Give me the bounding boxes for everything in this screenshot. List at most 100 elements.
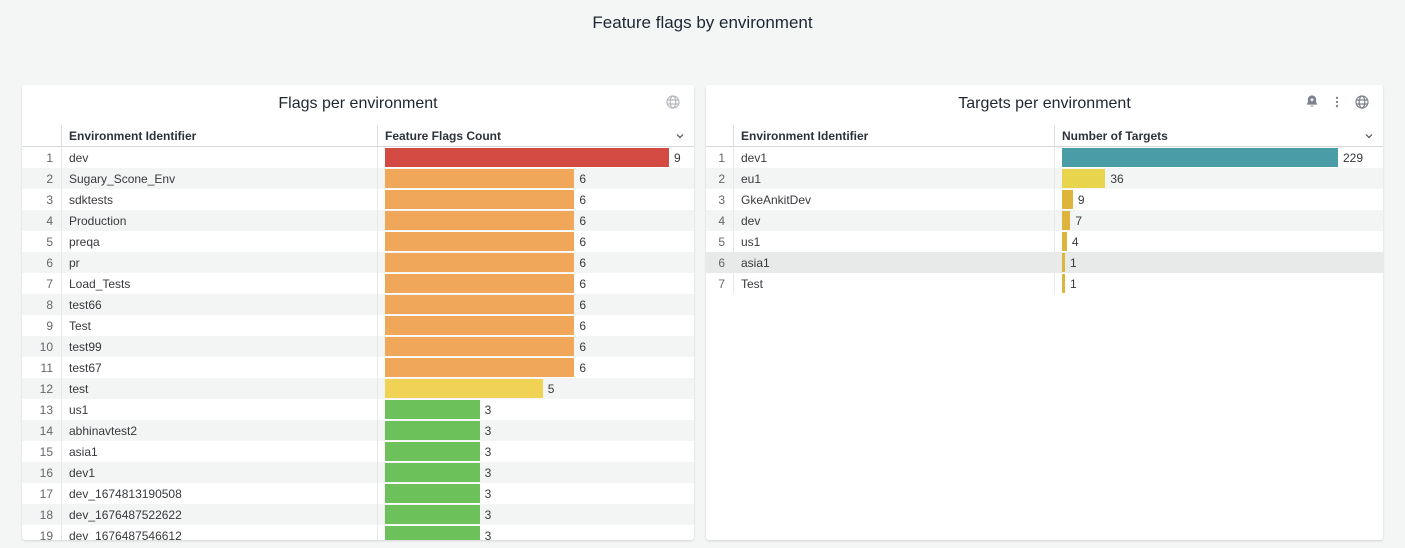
value-bar — [1062, 232, 1067, 251]
column-header-environment-identifier[interactable]: Environment Identifier — [62, 125, 378, 146]
panel-icon-bar — [665, 94, 681, 110]
row-number: 7 — [22, 273, 62, 294]
bar-cell: 6 — [378, 315, 694, 336]
value-bar — [385, 421, 480, 440]
value-label: 6 — [579, 192, 587, 207]
panel-title[interactable]: Targets per environment — [958, 95, 1131, 112]
row-number: 2 — [706, 168, 734, 189]
value-label: 7 — [1075, 213, 1083, 228]
table-row: 19 dev_1676487546612 3 — [22, 525, 694, 540]
value-label: 6 — [579, 171, 587, 186]
value-bar — [1062, 148, 1338, 167]
row-number: 1 — [706, 147, 734, 168]
row-number-column-header — [706, 125, 734, 146]
environment-name: test67 — [62, 357, 378, 378]
column-header-row: Environment Identifier Number of Targets — [706, 125, 1383, 147]
row-number: 10 — [22, 336, 62, 357]
row-number: 2 — [22, 168, 62, 189]
row-number: 5 — [22, 231, 62, 252]
row-number: 13 — [22, 399, 62, 420]
value-label: 36 — [1110, 171, 1124, 186]
bar-cell: 9 — [1055, 189, 1383, 210]
environment-name: dev_1676487546612 — [62, 525, 378, 540]
value-label: 6 — [579, 234, 587, 249]
bar-cell: 6 — [378, 252, 694, 273]
table-row: 2 Sugary_Scone_Env 6 — [22, 168, 694, 189]
value-label: 6 — [579, 318, 587, 333]
bar-cell: 1 — [1055, 273, 1383, 294]
bar-cell: 6 — [378, 231, 694, 252]
bar-cell: 6 — [378, 168, 694, 189]
panel-header: Targets per environment — [706, 85, 1383, 125]
table-row: 11 test67 6 — [22, 357, 694, 378]
bar-cell: 9 — [378, 147, 694, 168]
chevron-down-icon[interactable] — [674, 130, 686, 142]
environment-name: Production — [62, 210, 378, 231]
value-bar — [385, 379, 543, 398]
environment-name: sdktests — [62, 189, 378, 210]
table-row: 7 Test 1 — [706, 273, 1383, 294]
table-row: 9 Test 6 — [22, 315, 694, 336]
environment-name: us1 — [734, 231, 1055, 252]
table-row: 14 abhinavtest2 3 — [22, 420, 694, 441]
panel-title[interactable]: Flags per environment — [278, 95, 438, 112]
row-number: 3 — [706, 189, 734, 210]
panel-targets-per-environment: Targets per environment — [706, 85, 1383, 540]
globe-icon[interactable] — [1354, 94, 1370, 110]
value-label: 6 — [579, 297, 587, 312]
row-number: 19 — [22, 525, 62, 540]
table-row: 13 us1 3 — [22, 399, 694, 420]
bar-cell: 4 — [1055, 231, 1383, 252]
kebab-menu-icon[interactable] — [1330, 95, 1344, 109]
row-number: 7 — [706, 273, 734, 294]
bar-cell: 3 — [378, 399, 694, 420]
value-label: 3 — [484, 423, 492, 438]
bar-cell: 5 — [378, 378, 694, 399]
value-bar — [385, 169, 575, 188]
environment-name: dev1 — [734, 147, 1055, 168]
bell-plus-icon[interactable] — [1304, 94, 1320, 110]
value-label: 229 — [1343, 150, 1364, 165]
bar-cell: 3 — [378, 441, 694, 462]
value-label: 1 — [1070, 255, 1077, 270]
row-number: 11 — [22, 357, 62, 378]
value-bar — [385, 442, 480, 461]
panel-flags-per-environment: Flags per environment Environment Identi… — [22, 85, 694, 540]
table-row: 1 dev1 229 — [706, 147, 1383, 168]
column-header-environment-identifier[interactable]: Environment Identifier — [734, 125, 1055, 146]
chevron-down-icon[interactable] — [1363, 130, 1375, 142]
value-bar — [385, 463, 480, 482]
row-number: 14 — [22, 420, 62, 441]
value-bar — [385, 232, 575, 251]
row-number: 17 — [22, 483, 62, 504]
table-row: 4 Production 6 — [22, 210, 694, 231]
bar-cell: 6 — [378, 294, 694, 315]
value-bar — [1062, 190, 1073, 209]
column-header-number-of-targets[interactable]: Number of Targets — [1055, 125, 1383, 146]
value-label: 3 — [484, 465, 492, 480]
row-number: 18 — [22, 504, 62, 525]
environment-name: Load_Tests — [62, 273, 378, 294]
environment-name: Test — [62, 315, 378, 336]
value-bar — [385, 505, 480, 524]
value-bar — [1062, 253, 1065, 272]
table-row: 8 test66 6 — [22, 294, 694, 315]
column-header-feature-flags-count[interactable]: Feature Flags Count — [378, 125, 694, 146]
bar-cell: 3 — [378, 525, 694, 540]
environment-name: dev_1674813190508 — [62, 483, 378, 504]
value-bar — [385, 274, 575, 293]
bar-cell: 7 — [1055, 210, 1383, 231]
bar-cell: 3 — [378, 504, 694, 525]
row-number: 8 — [22, 294, 62, 315]
row-number: 4 — [22, 210, 62, 231]
environment-name: dev1 — [62, 462, 378, 483]
value-bar — [1062, 274, 1065, 293]
value-bar — [385, 253, 575, 272]
panel-header: Flags per environment — [22, 85, 694, 125]
environment-name: dev_1676487522622 — [62, 504, 378, 525]
globe-icon[interactable] — [665, 94, 681, 110]
table-row: 2 eu1 36 — [706, 168, 1383, 189]
value-bar — [385, 526, 480, 540]
value-label: 3 — [484, 402, 492, 417]
row-number: 6 — [22, 252, 62, 273]
